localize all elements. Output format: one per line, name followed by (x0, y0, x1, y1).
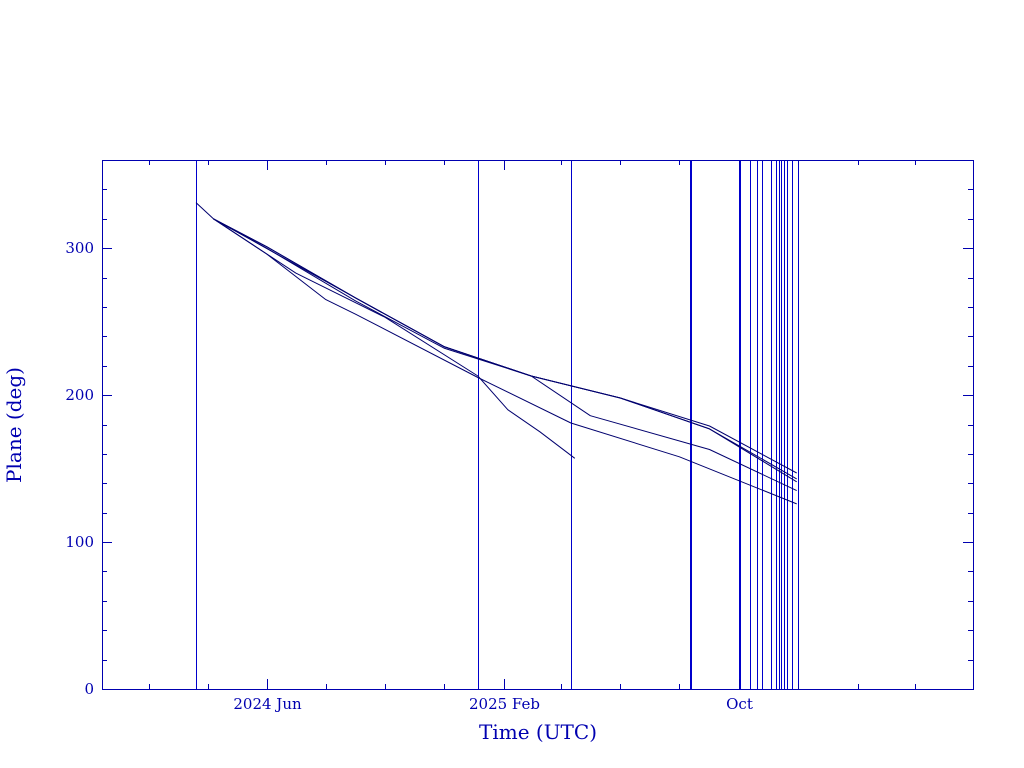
axis-ticks-layer (102, 160, 973, 690)
y-tick-label: 200 (65, 386, 94, 404)
series-line-2 (213, 218, 797, 480)
x-tick-label: 2025 Feb (469, 695, 540, 713)
y-tick-label: 300 (65, 239, 94, 257)
series-line-4 (213, 218, 576, 459)
series-line-3 (213, 218, 797, 483)
series-line-5 (213, 218, 797, 505)
y-axis-label: Plane (deg) (2, 367, 26, 483)
x-axis-label: Time (UTC) (479, 720, 597, 744)
y-tick-label: 100 (65, 533, 94, 551)
plot-frame (102, 160, 974, 690)
series-line-1 (195, 202, 797, 474)
tick-labels-layer: 0 100 200 300 2024 Jun 2025 Feb Oct (65, 239, 753, 713)
event-lines-layer (196, 160, 799, 689)
x-tick-label: Oct (726, 695, 753, 713)
series-layer (195, 202, 797, 505)
x-tick-label: 2024 Jun (233, 695, 302, 713)
series-line-6 (213, 218, 797, 492)
y-tick-label: 0 (84, 680, 94, 698)
